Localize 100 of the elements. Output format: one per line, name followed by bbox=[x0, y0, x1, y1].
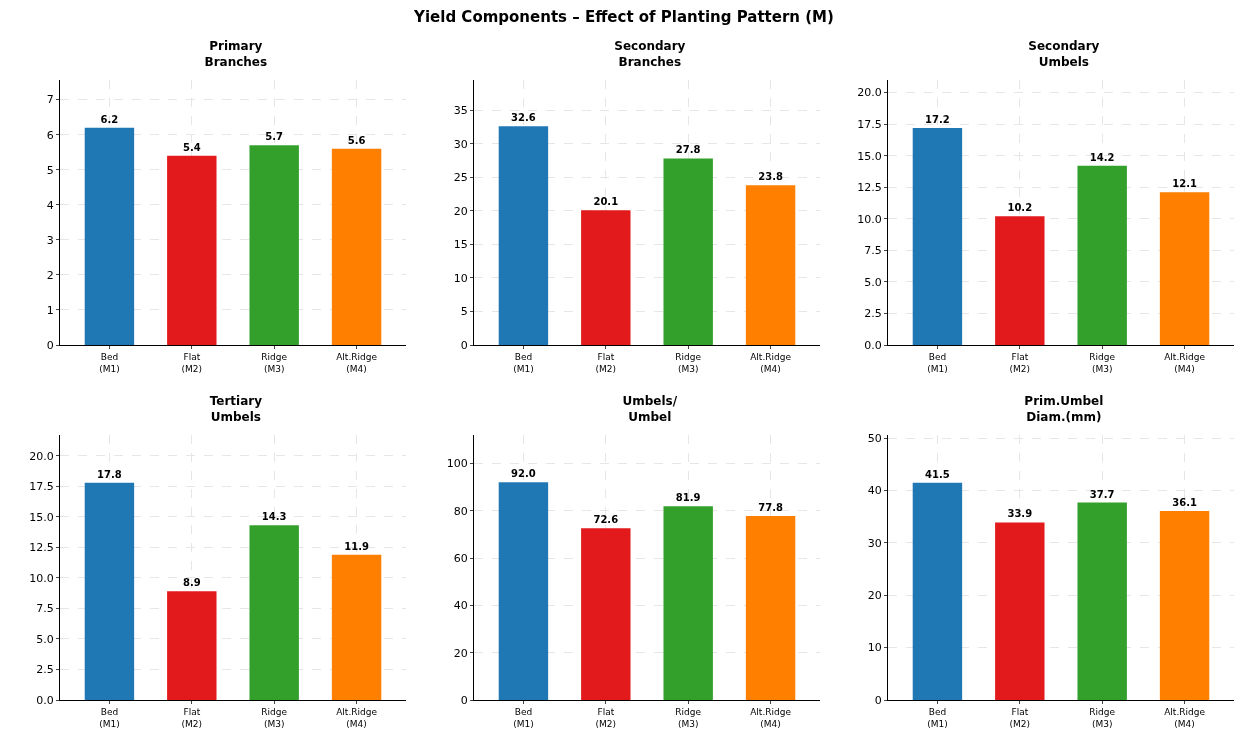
y-tick-label: 80 bbox=[453, 504, 468, 518]
y-tick-label: 30 bbox=[453, 137, 468, 151]
x-tick-label: Flat (M2) bbox=[181, 706, 203, 729]
bar bbox=[745, 185, 796, 345]
text: Yield Components – Effect of Planting Pattern (M) bbox=[413, 7, 835, 28]
data-label: 5.7 bbox=[265, 131, 284, 143]
y-tick-label: 7 bbox=[46, 93, 54, 107]
y-tick-label: 0 bbox=[460, 338, 468, 352]
y-tick-label: 6 bbox=[46, 128, 54, 142]
y-tick-label: 7.5 bbox=[864, 244, 882, 258]
bar bbox=[331, 554, 382, 700]
bar bbox=[912, 127, 963, 345]
y-tick-label: 10 bbox=[867, 641, 882, 655]
y-tick-label: 50 bbox=[867, 431, 882, 445]
bar bbox=[663, 506, 713, 700]
y-tick-label: 0.0 bbox=[36, 693, 54, 707]
bar bbox=[1159, 192, 1210, 345]
chart-title: Secondary Branches bbox=[614, 38, 686, 69]
bar bbox=[498, 126, 549, 345]
chart-title: Secondary Umbels bbox=[1028, 38, 1100, 69]
bar bbox=[249, 525, 299, 700]
y-tick-label: 20 bbox=[453, 204, 468, 218]
y-tick-label: 17.5 bbox=[857, 118, 882, 132]
bar bbox=[995, 522, 1045, 700]
x-tick-label: Alt.Ridge (M4) bbox=[750, 706, 792, 729]
x-tick-label: Flat (M2) bbox=[595, 706, 617, 729]
y-tick-label: 2.5 bbox=[864, 307, 882, 321]
x-tick-label: Ridge (M3) bbox=[261, 706, 288, 729]
bar bbox=[167, 591, 217, 700]
y-tick-label: 0 bbox=[460, 693, 468, 707]
data-label: 41.5 bbox=[925, 468, 950, 480]
bar bbox=[498, 482, 549, 700]
data-label: 10.2 bbox=[1007, 202, 1033, 214]
y-tick-label: 15 bbox=[453, 238, 468, 252]
bar bbox=[84, 127, 135, 345]
x-tick-label: Ridge (M3) bbox=[675, 706, 702, 729]
y-tick-label: 0 bbox=[46, 338, 54, 352]
y-tick-label: 20.0 bbox=[857, 86, 882, 100]
x-tick-label: Ridge (M3) bbox=[675, 351, 702, 374]
y-tick-label: 10.0 bbox=[29, 571, 54, 585]
data-label: 12.1 bbox=[1172, 178, 1197, 190]
x-tick-label: Ridge (M3) bbox=[1089, 351, 1116, 374]
x-tick-label: Ridge (M3) bbox=[261, 351, 288, 374]
data-label: 14.2 bbox=[1089, 151, 1115, 163]
x-tick-label: Bed (M1) bbox=[513, 706, 534, 729]
bar bbox=[331, 148, 382, 345]
y-tick-label: 0.0 bbox=[864, 338, 882, 352]
bar bbox=[581, 210, 631, 345]
data-label: 17.8 bbox=[97, 468, 122, 480]
bar bbox=[1159, 510, 1210, 700]
x-tick-label: Flat (M2) bbox=[595, 351, 617, 374]
x-tick-label: Bed (M1) bbox=[99, 351, 120, 374]
chart-title: Umbels/ Umbel bbox=[622, 393, 678, 424]
chart-title: Primary Branches bbox=[204, 38, 268, 69]
y-tick-label: 35 bbox=[453, 104, 468, 118]
y-tick-label: 30 bbox=[867, 536, 882, 550]
data-label: 8.9 bbox=[182, 577, 201, 589]
x-tick-label: Flat (M2) bbox=[1009, 351, 1031, 374]
y-tick-label: 10.0 bbox=[857, 212, 882, 226]
y-tick-label: 15.0 bbox=[857, 149, 882, 163]
bar bbox=[581, 528, 631, 700]
chart-title: Prim.Umbel Diam.(mm) bbox=[1024, 393, 1104, 424]
data-label: 23.8 bbox=[758, 171, 783, 183]
y-tick-label: 0 bbox=[874, 693, 882, 707]
x-tick-label: Alt.Ridge (M4) bbox=[336, 706, 378, 729]
x-tick-label: Bed (M1) bbox=[99, 706, 120, 729]
data-label: 20.1 bbox=[593, 196, 619, 208]
x-tick-label: Alt.Ridge (M4) bbox=[1164, 706, 1206, 729]
y-tick-label: 100 bbox=[446, 457, 468, 471]
y-tick-label: 40 bbox=[453, 599, 468, 613]
data-label: 37.7 bbox=[1089, 488, 1115, 500]
y-tick-label: 40 bbox=[867, 484, 882, 498]
x-tick-label: Alt.Ridge (M4) bbox=[336, 351, 378, 374]
y-tick-label: 20.0 bbox=[29, 449, 54, 463]
y-tick-label: 5.0 bbox=[864, 275, 882, 289]
data-label: 77.8 bbox=[758, 501, 783, 513]
x-tick-label: Alt.Ridge (M4) bbox=[750, 351, 792, 374]
y-tick-label: 4 bbox=[46, 198, 54, 212]
data-label: 81.9 bbox=[675, 492, 701, 504]
data-label: 14.3 bbox=[261, 511, 287, 523]
y-tick-label: 60 bbox=[453, 551, 468, 565]
y-tick-label: 2 bbox=[46, 268, 54, 282]
y-tick-label: 5.0 bbox=[36, 632, 54, 646]
x-tick-label: Flat (M2) bbox=[1009, 706, 1031, 729]
y-tick-label: 15.0 bbox=[29, 510, 54, 524]
chart-title: Tertiary Umbels bbox=[209, 393, 263, 424]
y-tick-label: 12.5 bbox=[29, 541, 54, 555]
x-tick-label: Alt.Ridge (M4) bbox=[1164, 351, 1206, 374]
y-tick-label: 20 bbox=[453, 646, 468, 660]
data-label: 32.6 bbox=[511, 112, 536, 124]
y-tick-label: 7.5 bbox=[36, 602, 54, 616]
bar bbox=[1077, 165, 1127, 345]
y-tick-label: 2.5 bbox=[36, 663, 54, 677]
bar bbox=[995, 216, 1045, 345]
x-tick-label: Flat (M2) bbox=[181, 351, 203, 374]
data-label: 36.1 bbox=[1172, 496, 1197, 508]
bar bbox=[663, 158, 713, 345]
bar bbox=[1077, 502, 1127, 700]
y-tick-label: 12.5 bbox=[857, 181, 882, 195]
y-tick-label: 3 bbox=[46, 233, 54, 247]
